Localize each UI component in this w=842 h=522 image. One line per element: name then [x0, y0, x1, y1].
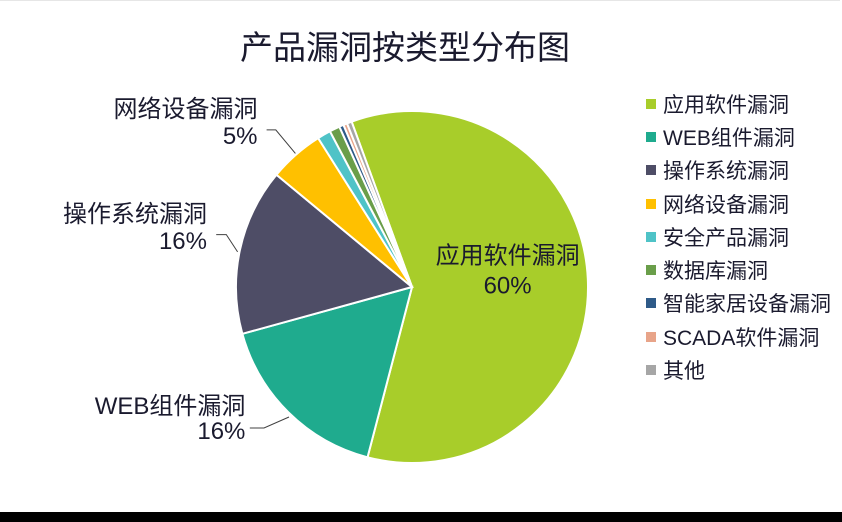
svg-text:应用软件漏洞: 应用软件漏洞: [436, 243, 580, 270]
svg-text:16%: 16%: [159, 228, 207, 255]
svg-text:网络设备漏洞: 网络设备漏洞: [114, 96, 258, 123]
svg-text:5%: 5%: [223, 123, 258, 150]
svg-text:WEB组件漏洞: WEB组件漏洞: [95, 393, 246, 420]
svg-text:60%: 60%: [484, 273, 532, 300]
svg-text:操作系统漏洞: 操作系统漏洞: [63, 201, 207, 228]
svg-text:16%: 16%: [197, 418, 245, 445]
